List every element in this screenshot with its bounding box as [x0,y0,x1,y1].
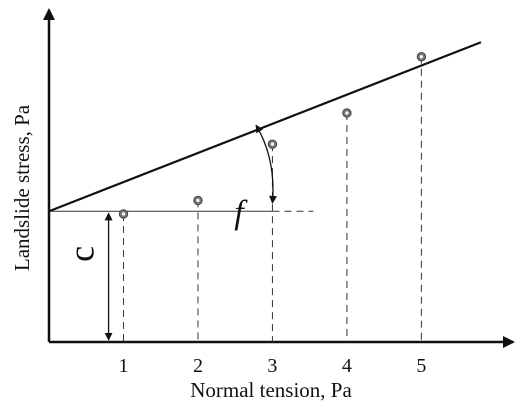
angle-label: f [234,194,248,231]
x-tick-label-5: 5 [416,355,426,377]
angle-arc [255,124,278,204]
fit-line [48,41,482,213]
x-tick-labels: 1 2 3 4 5 [118,355,426,377]
x-axis-label: Normal tension, Pa [190,378,352,402]
data-point-center-1 [121,212,126,216]
x-tick-label-2: 2 [193,355,203,377]
x-tick-label-1: 1 [118,355,128,377]
data-point-center-5 [419,55,423,59]
data-point-center-3 [270,142,275,146]
data-points [118,52,427,219]
dashed-drop-lines [122,56,422,342]
data-point-center-2 [196,198,200,202]
x-tick-label-4: 4 [342,355,352,377]
x-tick-label-3: 3 [267,355,277,377]
y-axis-label: Landslide stress, Pa [10,104,34,271]
intercept-label: c [62,246,102,262]
data-point-center-4 [345,111,349,115]
fit-line-group [48,41,482,213]
annotations: cf [62,124,278,341]
